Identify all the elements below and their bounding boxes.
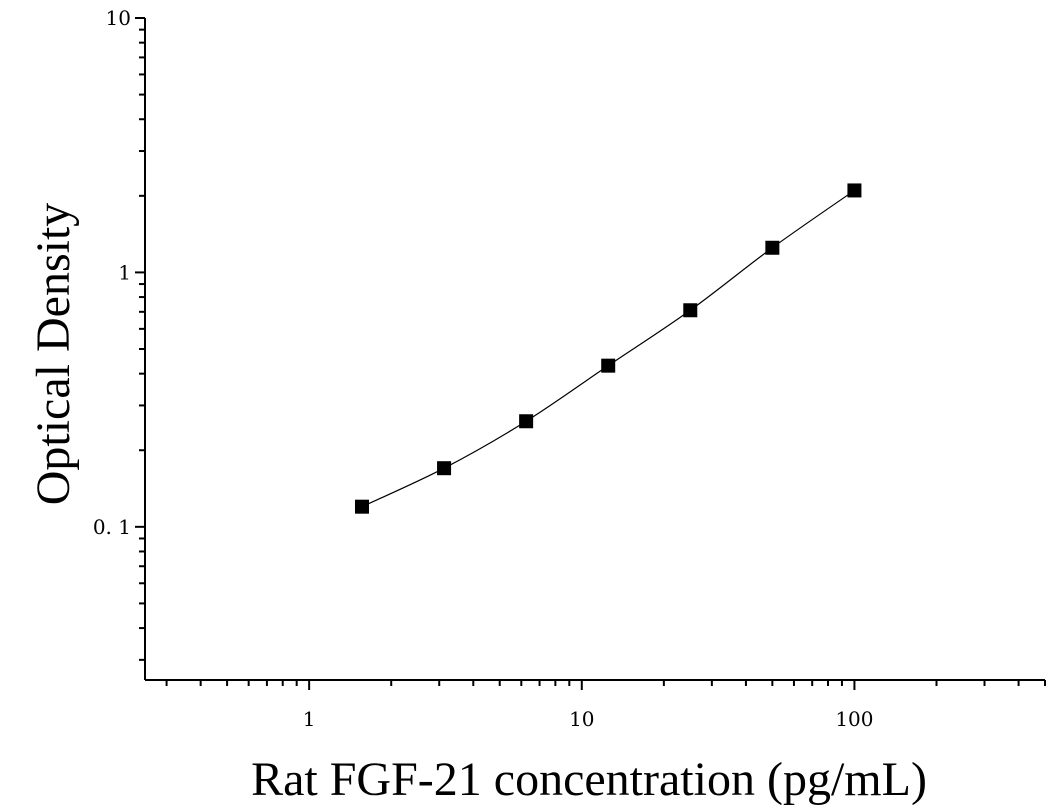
data-point bbox=[847, 183, 862, 198]
data-point bbox=[437, 461, 452, 476]
data-point bbox=[683, 303, 698, 318]
y-tick-label: 1 bbox=[118, 260, 131, 284]
x-tick-label: 10 bbox=[569, 707, 594, 731]
data-point bbox=[765, 240, 780, 255]
data-points bbox=[354, 183, 862, 514]
y-axis-title: Optical Density bbox=[27, 203, 80, 506]
x-tick-label: 1 bbox=[303, 707, 316, 731]
y-ticks: 0. 1 1 10 bbox=[93, 6, 145, 661]
fit-curve bbox=[361, 189, 855, 508]
y-tick-label: 0. 1 bbox=[93, 515, 131, 539]
x-axis-title: Rat FGF-21 concentration (pg/mL) bbox=[251, 753, 927, 806]
x-ticks: 1 10 100 bbox=[165, 680, 1046, 731]
axes bbox=[144, 18, 1045, 681]
y-tick-label: 10 bbox=[106, 6, 131, 30]
data-point bbox=[354, 499, 369, 514]
data-point bbox=[519, 414, 534, 429]
x-tick-label: 100 bbox=[835, 707, 873, 731]
data-point bbox=[601, 358, 616, 373]
